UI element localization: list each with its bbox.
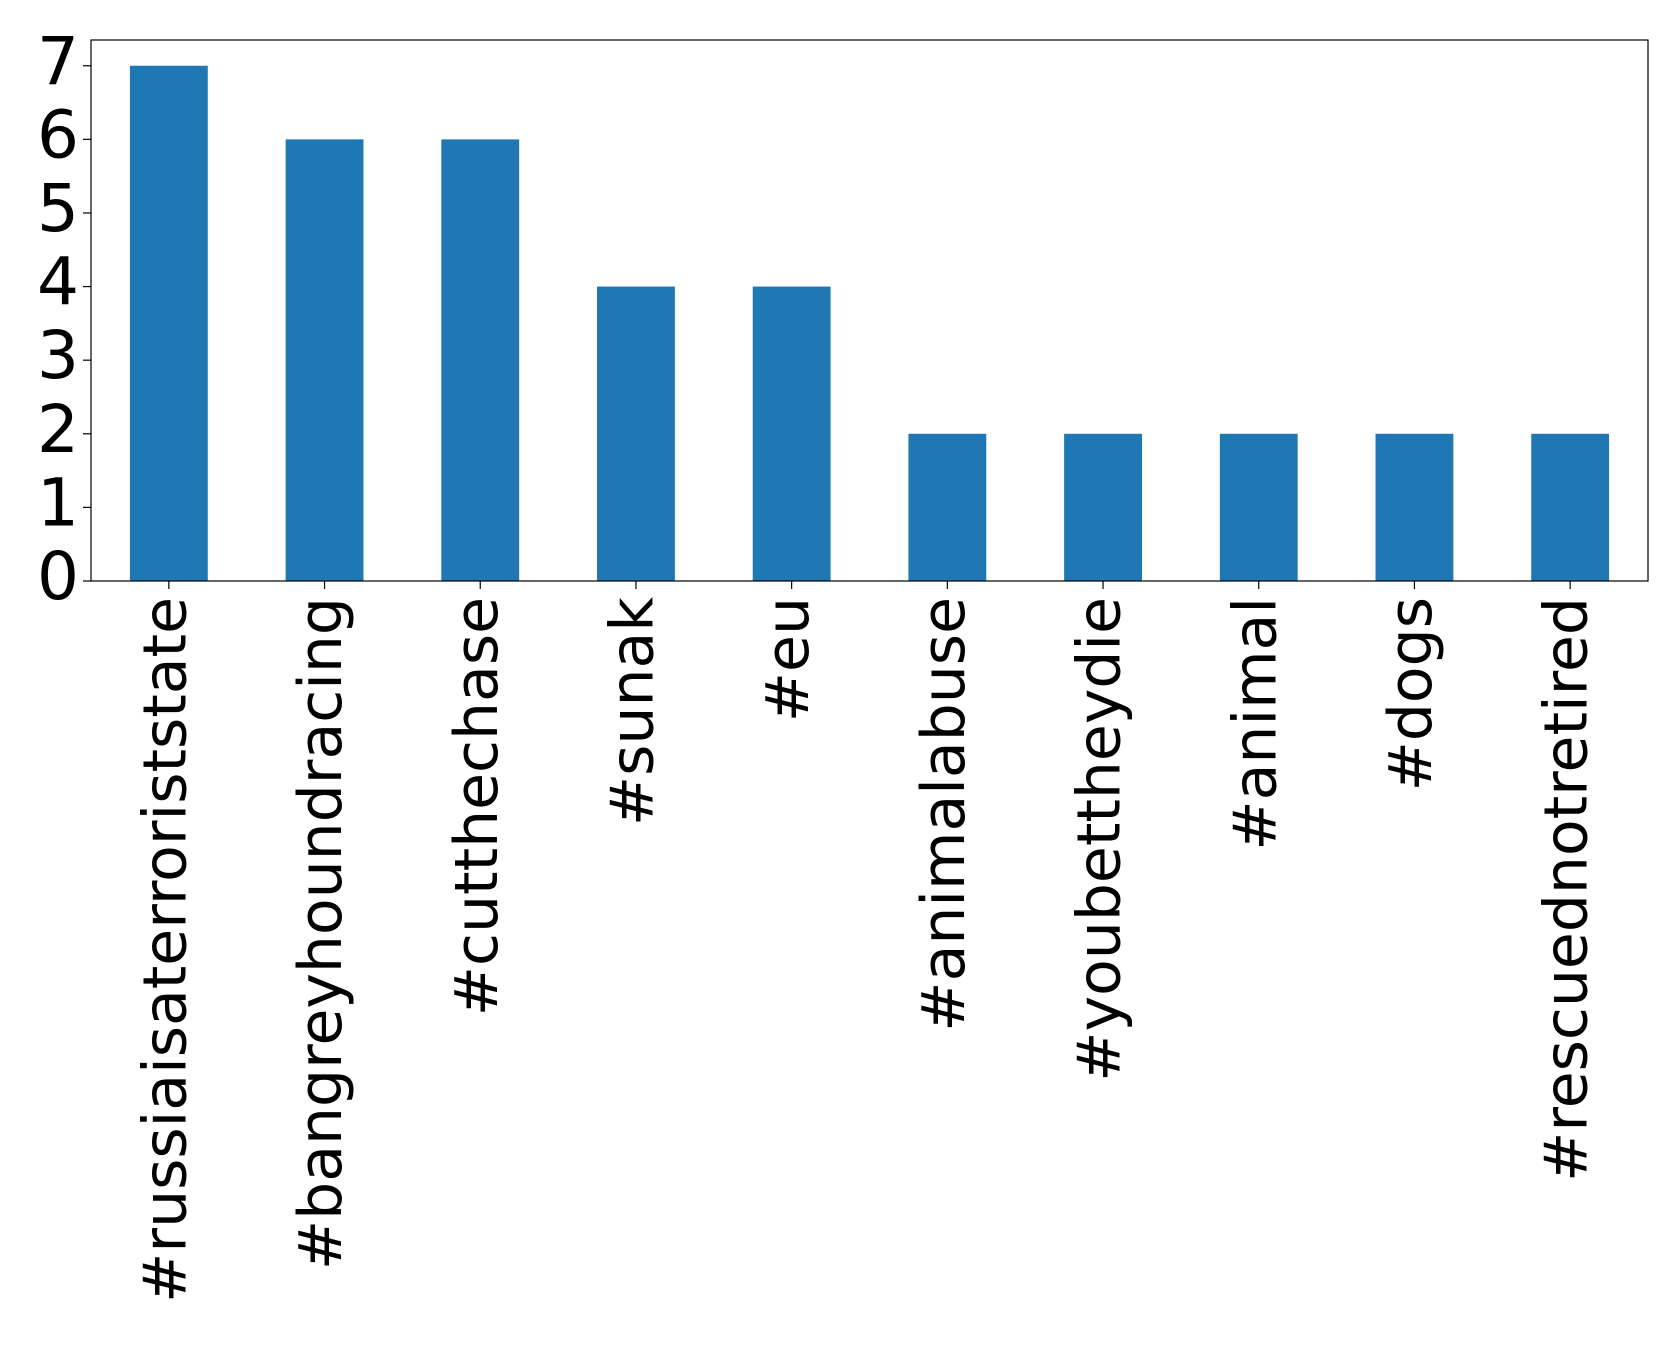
y-tick-label: 6 xyxy=(37,96,79,173)
bar xyxy=(285,139,364,581)
bar xyxy=(441,139,520,581)
x-tick-label: #animal xyxy=(1220,597,1290,851)
y-tick-label: 5 xyxy=(37,170,79,247)
x-tick-label: #dogs xyxy=(1376,597,1446,791)
bar xyxy=(129,65,208,581)
bar xyxy=(1219,433,1298,581)
bar xyxy=(752,286,831,581)
y-tick-label: 4 xyxy=(37,244,79,321)
x-tick-label: #bangreyhoundracing xyxy=(286,597,356,1270)
bar xyxy=(597,286,675,581)
x-tick-label: #cutthechase xyxy=(442,597,512,1016)
y-tick-label: 1 xyxy=(37,464,79,541)
x-tick-label: #rescuednotretired xyxy=(1532,597,1602,1182)
bar xyxy=(908,433,987,581)
y-tick-label: 2 xyxy=(37,391,79,468)
plot-frame xyxy=(90,39,1649,582)
y-tick-label: 7 xyxy=(37,23,79,100)
bar xyxy=(1375,433,1454,581)
bar xyxy=(1531,433,1610,581)
x-tick-label: #eu xyxy=(753,597,823,722)
x-tick-label: #sunak xyxy=(598,597,668,826)
y-tick-label: 0 xyxy=(37,538,79,615)
x-tick-label: #animalabuse xyxy=(909,597,979,1032)
bar xyxy=(1064,433,1142,581)
x-tick-label: #youbettheydie xyxy=(1065,597,1135,1082)
x-tick-label: #russiaisaterroriststate xyxy=(130,597,200,1303)
y-tick-label: 3 xyxy=(37,317,79,394)
